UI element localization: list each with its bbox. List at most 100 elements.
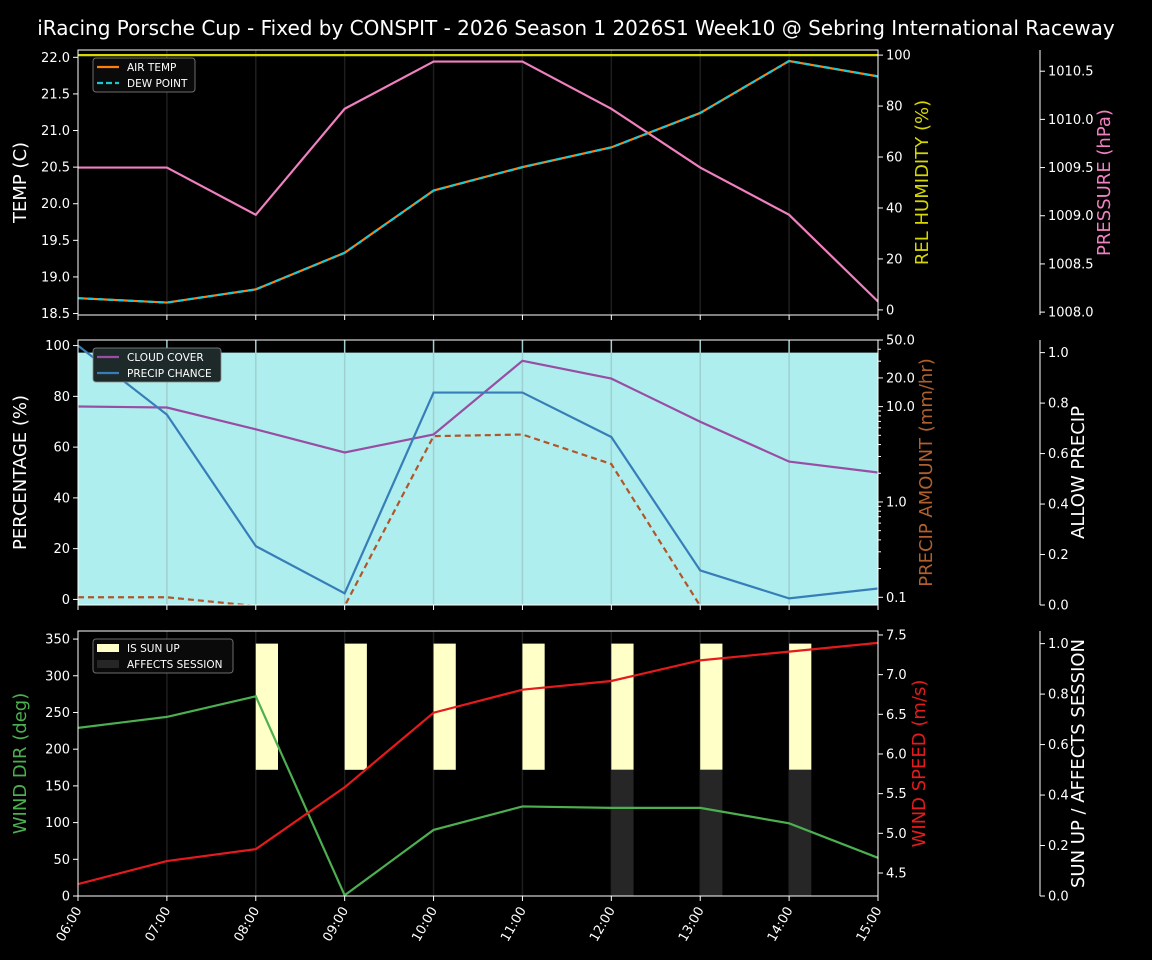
tick-label: 7.0 xyxy=(886,668,907,683)
sun-up-bar xyxy=(611,643,634,770)
tick-label: 7.5 xyxy=(886,628,907,643)
tick-label: 0.1 xyxy=(886,591,907,606)
sun-up-bar xyxy=(700,643,723,770)
right-axis-label: PRECIP AMOUNT (mm/hr) xyxy=(916,358,937,587)
tick-label: 20.5 xyxy=(41,161,70,176)
tick-label: 21.5 xyxy=(41,87,70,102)
tick-label: 350 xyxy=(45,633,70,648)
sun-up-bar xyxy=(789,643,812,770)
tick-label: 1009.0 xyxy=(1048,209,1094,224)
legend-label: AFFECTS SESSION xyxy=(127,659,223,671)
x-tick-label: 07:00 xyxy=(143,905,175,945)
sun-up-bar xyxy=(522,643,545,770)
tick-label: 0.6 xyxy=(1048,447,1069,462)
panel-2: 0 20 40 60 80 100 PERCENTAGE (%) 0.1 1.0 10.0 20.0… xyxy=(10,334,1089,614)
tick-label: 1008.5 xyxy=(1048,257,1094,272)
right2-axis-label: PRESSURE (hPa) xyxy=(1094,109,1115,256)
tick-label: 1010.0 xyxy=(1048,113,1094,128)
tick-label: 0.4 xyxy=(1048,789,1069,804)
tick-label: 60 xyxy=(886,151,903,166)
precip-chance-line xyxy=(78,344,878,600)
tick-label: 1.0 xyxy=(1048,346,1069,361)
left-axis-label: WIND DIR (deg) xyxy=(10,693,31,835)
sun-up-bar xyxy=(433,643,456,770)
legend-box xyxy=(92,347,222,383)
cloud-cover-line xyxy=(78,359,878,474)
tick-label: 1.0 xyxy=(1048,637,1069,652)
legend-label: CLOUD COVER xyxy=(127,352,204,364)
tick-label: 250 xyxy=(45,706,70,721)
x-tick-label: 13:00 xyxy=(676,905,708,945)
tick-label: 50.0 xyxy=(886,334,915,349)
legend-box xyxy=(92,638,234,674)
x-tick-label: 12:00 xyxy=(587,905,619,945)
tick-label: 0.8 xyxy=(1048,688,1069,703)
tick-label: 0.0 xyxy=(1048,890,1069,905)
left-axis-label: PERCENTAGE (%) xyxy=(10,395,31,550)
panel-3: 0 50 100 150 200 250 300 350 WIND DIR (deg) 4.5 5.… xyxy=(10,628,1089,944)
tick-label: 200 xyxy=(45,743,70,758)
tick-label: 0.8 xyxy=(1048,397,1069,412)
legend-label: IS SUN UP xyxy=(127,643,180,655)
tick-label: 40 xyxy=(53,491,70,506)
tick-label: 6.5 xyxy=(886,708,907,723)
x-tick-label: 09:00 xyxy=(320,905,352,945)
right2-axis-label: SUN UP / AFFECTS SESSION xyxy=(1068,639,1089,888)
affects-session-bar xyxy=(789,769,812,896)
x-tick-label: 10:00 xyxy=(409,905,441,945)
tick-label: 1009.5 xyxy=(1048,161,1094,176)
tick-label: 0.2 xyxy=(1048,839,1069,854)
tick-label: 18.5 xyxy=(41,307,70,322)
tick-label: 5.5 xyxy=(886,787,907,802)
legend-swatch xyxy=(97,644,119,652)
tick-label: 21.0 xyxy=(41,124,70,139)
tick-label: 0.6 xyxy=(1048,738,1069,753)
x-tick-label: 15:00 xyxy=(854,905,886,945)
affects-session-bar xyxy=(611,769,634,896)
tick-label: 60 xyxy=(53,441,70,456)
legend: CLOUD COVER PRECIP CHANCE xyxy=(92,347,222,383)
legend-label: PRECIP CHANCE xyxy=(127,368,212,380)
plot-frame xyxy=(77,630,879,897)
dew-point-line xyxy=(78,59,878,304)
tick-label: 40 xyxy=(886,201,903,216)
wind-dir-line xyxy=(78,695,878,896)
tick-label: 150 xyxy=(45,779,70,794)
sun-up-bar xyxy=(344,643,367,770)
right2-axis-label: ALLOW PRECIP xyxy=(1068,406,1089,539)
tick-label: 4.5 xyxy=(886,866,907,881)
legend-label: AIR TEMP xyxy=(127,62,176,74)
tick-label: 19.5 xyxy=(41,234,70,249)
tick-label: 50 xyxy=(53,853,70,868)
tick-label: 1008.0 xyxy=(1048,306,1094,321)
tick-label: 6.0 xyxy=(886,747,907,762)
tick-label: 0 xyxy=(886,303,894,318)
x-tick-label: 06:00 xyxy=(54,905,86,945)
legend: IS SUN UP AFFECTS SESSION xyxy=(92,638,234,674)
tick-label: 20.0 xyxy=(41,197,70,212)
left-axis-label: TEMP (C) xyxy=(10,142,31,224)
x-tick-label: 14:00 xyxy=(765,905,797,945)
legend-swatch xyxy=(97,660,119,668)
legend: AIR TEMP DEW POINT xyxy=(92,57,196,93)
tick-label: 20 xyxy=(53,542,70,557)
tick-label: 0 xyxy=(62,890,70,905)
precip-amount-line xyxy=(78,433,878,605)
tick-label: 22.0 xyxy=(41,51,70,66)
sun-up-bar xyxy=(255,643,278,770)
tick-label: 300 xyxy=(45,669,70,684)
tick-label: 100 xyxy=(45,816,70,831)
affects-session-bar xyxy=(700,769,723,896)
tick-label: 19.0 xyxy=(41,270,70,285)
air-temp-line xyxy=(78,59,878,304)
tick-label: 5.0 xyxy=(886,827,907,842)
tick-label: 20.0 xyxy=(886,371,915,386)
legend-label: DEW POINT xyxy=(127,78,188,90)
tick-label: 80 xyxy=(886,100,903,115)
tick-label: 10.0 xyxy=(886,400,915,415)
right-axis-label: REL HUMIDITY (%) xyxy=(912,100,933,265)
pressure-line xyxy=(78,60,878,303)
tick-label: 0.0 xyxy=(1048,599,1069,614)
right-axis-label: WIND SPEED (m/s) xyxy=(909,680,930,848)
